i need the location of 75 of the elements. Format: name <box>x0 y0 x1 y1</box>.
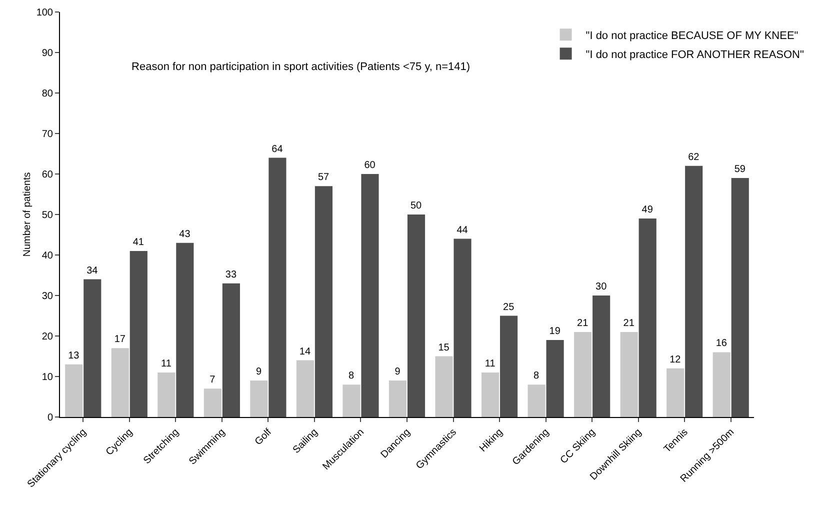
y-tick-label: 0 <box>47 412 54 424</box>
bar <box>65 364 83 417</box>
bar <box>712 352 730 417</box>
data-label: 33 <box>225 269 237 280</box>
y-tick-label: 90 <box>42 48 54 59</box>
y-tick-label: 100 <box>36 8 54 18</box>
data-label: 41 <box>132 236 144 248</box>
y-tick-label: 60 <box>42 170 54 180</box>
bar <box>388 380 407 417</box>
bar <box>731 178 749 417</box>
bar <box>528 384 546 417</box>
data-label: 17 <box>114 334 126 346</box>
bar <box>666 368 684 417</box>
bar <box>361 174 379 417</box>
data-label: 7 <box>210 374 216 386</box>
data-label: 16 <box>716 338 728 350</box>
data-label: 11 <box>161 358 172 370</box>
data-label: 57 <box>318 172 330 184</box>
bar <box>176 242 194 417</box>
bar <box>158 372 176 417</box>
data-label: 30 <box>596 282 608 292</box>
bar <box>435 356 453 417</box>
data-label: 49 <box>642 204 654 216</box>
data-label: 19 <box>549 326 561 338</box>
data-label: 34 <box>86 265 98 276</box>
bar <box>546 340 564 417</box>
legend-label: "I do not practice FOR ANOTHER REASON" <box>586 48 804 61</box>
bar <box>407 214 426 417</box>
bar <box>314 186 333 417</box>
y-axis-title: Number of patients <box>22 172 33 257</box>
bar <box>620 332 638 417</box>
data-label: 21 <box>623 318 635 329</box>
bar <box>638 218 656 417</box>
y-tick-label: 40 <box>42 250 54 262</box>
data-label: 43 <box>179 228 191 240</box>
y-tick-label: 80 <box>42 88 54 100</box>
data-label: 13 <box>68 350 80 362</box>
data-label: 11 <box>484 358 496 370</box>
bar <box>685 166 703 417</box>
x-tick-label: Golf <box>253 426 274 448</box>
data-label: 21 <box>577 318 589 329</box>
data-label: 64 <box>272 144 284 155</box>
bar <box>481 372 500 417</box>
data-label: 12 <box>670 354 682 366</box>
data-label: 50 <box>410 200 422 212</box>
legend-label: "I do not practice BECAUSE OF MY KNEE" <box>586 30 798 42</box>
y-tick-label: 20 <box>42 332 54 342</box>
y-tick-label: 70 <box>42 129 54 140</box>
data-label: 59 <box>734 164 746 176</box>
text: Reason for non participation in sport activities (Patients <75 y, n=141) <box>132 60 470 73</box>
data-label: 25 <box>503 302 515 313</box>
bar <box>130 250 148 417</box>
data-label: 15 <box>438 342 450 354</box>
y-tick-label: 50 <box>42 210 54 221</box>
bar <box>204 388 222 417</box>
bar <box>342 384 360 417</box>
data-label: 44 <box>456 224 468 236</box>
bar <box>222 283 240 417</box>
y-tick-label: 30 <box>42 291 54 302</box>
data-label: 62 <box>688 152 700 163</box>
data-label: 60 <box>364 160 376 171</box>
bar <box>111 348 129 417</box>
bar <box>296 360 314 417</box>
bar <box>592 296 610 417</box>
y-tick-label: 10 <box>42 372 54 383</box>
data-label: 9 <box>256 366 262 378</box>
data-label: 8 <box>348 370 354 382</box>
data-label: 9 <box>394 366 401 378</box>
bar <box>250 380 268 417</box>
bar <box>500 316 518 417</box>
data-label: 14 <box>299 346 311 358</box>
bar <box>84 279 102 417</box>
data-label: 8 <box>534 370 540 382</box>
bar <box>268 158 286 417</box>
bar <box>574 332 592 417</box>
